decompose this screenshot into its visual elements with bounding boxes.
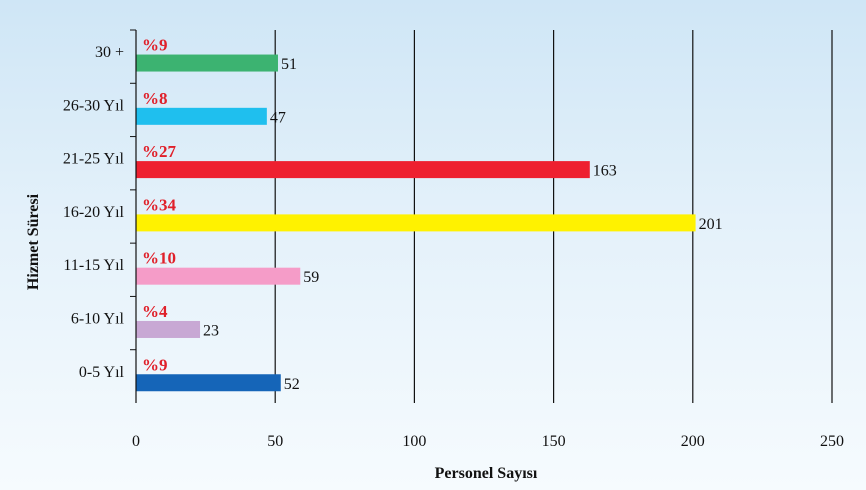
bar <box>136 374 281 392</box>
y-tick-label: 30 + <box>95 44 124 61</box>
percent-label: %10 <box>142 249 176 268</box>
data-label: 59 <box>303 269 319 286</box>
percent-label: %9 <box>142 36 168 55</box>
percent-label: %8 <box>142 89 168 108</box>
y-tick-label: 6-10 Yıl <box>71 310 125 327</box>
labels: 0 50 100 150 200 250 30 + 51 %9 26-30 Yıl 47 %8 21-2… <box>63 36 844 450</box>
x-tick-label: 100 <box>402 433 426 450</box>
bar <box>136 54 278 72</box>
x-tick-label: 200 <box>681 433 705 450</box>
y-tick-label: 0-5 Yıl <box>79 364 125 381</box>
percent-label: %34 <box>142 195 177 214</box>
percent-label: %9 <box>142 355 168 374</box>
data-label: 47 <box>270 109 286 126</box>
x-tick-label: 150 <box>542 433 566 450</box>
bar <box>136 161 590 179</box>
bar <box>136 107 267 125</box>
bar <box>136 267 301 285</box>
percent-label: %4 <box>142 302 168 321</box>
bar <box>136 214 696 232</box>
data-label: 201 <box>699 216 723 233</box>
y-tick-label: 16-20 Yıl <box>63 204 125 221</box>
bar <box>136 320 201 338</box>
y-tick-label: 21-25 Yıl <box>63 151 125 168</box>
data-label: 163 <box>593 163 617 180</box>
bars <box>136 54 696 392</box>
y-tick-label: 11-15 Yıl <box>63 257 124 274</box>
x-axis-title: Personel Sayısı <box>435 465 538 482</box>
x-tick-label: 0 <box>132 433 140 450</box>
x-tick-label: 250 <box>820 433 844 450</box>
data-label: 51 <box>281 56 297 73</box>
y-tick-label: 26-30 Yıl <box>63 97 125 114</box>
x-tick-label: 50 <box>267 433 283 450</box>
percent-label: %27 <box>142 142 177 161</box>
data-label: 52 <box>284 376 300 393</box>
data-label: 23 <box>203 322 219 339</box>
y-axis-title: Hizmet Süresi <box>25 193 42 290</box>
